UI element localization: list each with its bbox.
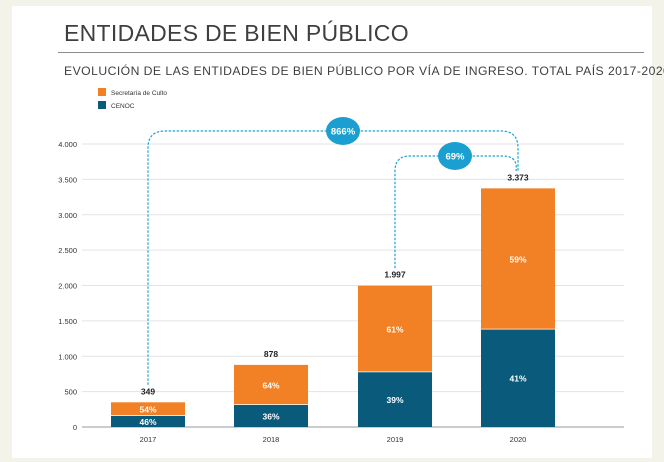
y-tick-label: 4.000 [58, 140, 77, 149]
pct-label-secretaria-2020: 59% [509, 254, 526, 264]
pct-label-cenoc-2017: 46% [139, 417, 156, 427]
pct-label-secretaria-2019: 61% [386, 324, 403, 334]
total-label-2020: 3.373 [507, 172, 529, 182]
growth-badge [438, 142, 472, 170]
report-page: ENTIDADES DE BIEN PÚBLICO EVOLUCIÓN DE L… [12, 6, 664, 458]
bar-cenoc-2020 [481, 329, 555, 427]
x-tick-label: 2018 [263, 435, 280, 444]
pct-label-cenoc-2019: 39% [386, 395, 403, 405]
growth-annotations: 866% 69% [147, 117, 519, 385]
bar-secretaria-2019 [358, 285, 432, 372]
bar-secretaria-2020 [481, 188, 555, 330]
y-tick-label: 1.500 [58, 317, 77, 326]
bar-secretaria-2017 [111, 402, 185, 416]
growth-badge-label: 866% [331, 127, 356, 138]
total-label-2018: 878 [264, 349, 278, 359]
bar-cenoc-2017 [111, 415, 185, 427]
pct-label-secretaria-2017: 54% [139, 404, 156, 414]
pct-label-cenoc-2020: 41% [509, 374, 526, 384]
growth-badge-label: 69% [445, 152, 465, 163]
pct-label-cenoc-2018: 36% [262, 411, 279, 421]
legend-swatch-cenoc [98, 101, 106, 109]
bar-secretaria-2018 [234, 364, 308, 405]
x-tick-label: 2017 [140, 435, 157, 444]
bar-cenoc-2019 [358, 371, 432, 427]
growth-connector-866 [147, 130, 519, 385]
x-tick-label: 2020 [510, 435, 527, 444]
bars [111, 188, 555, 427]
bar-cenoc-2018 [234, 404, 308, 427]
legend-label-cenoc: CENOC [111, 103, 135, 110]
growth-badge [326, 117, 360, 145]
y-tick-label: 3.000 [58, 211, 77, 220]
y-axis: 0 500 1.000 1.500 2.000 2.500 3.000 3.500 4.000 [58, 140, 77, 432]
y-tick-label: 1.000 [58, 352, 77, 361]
pct-label-secretaria-2018: 64% [262, 380, 279, 390]
data-labels: 46% 54% 349 36% 64% 878 39% 61% 1.997 41% 59% 3.373 [139, 172, 528, 426]
y-tick-label: 3.500 [58, 175, 77, 184]
y-tick-label: 2.000 [58, 282, 77, 291]
x-axis: 2017 2018 2019 2020 [140, 435, 527, 444]
title-divider [58, 52, 644, 53]
legend-label-secretaria: Secretaría de Culto [111, 90, 167, 97]
y-tick-label: 500 [64, 388, 77, 397]
total-label-2019: 1.997 [384, 270, 406, 280]
y-tick-label: 2.500 [58, 246, 77, 255]
y-tick-label: 0 [73, 423, 77, 432]
total-label-2017: 349 [141, 386, 155, 396]
legend-swatch-secretaria [98, 88, 106, 96]
page-title: ENTIDADES DE BIEN PÚBLICO [64, 20, 409, 46]
x-tick-label: 2019 [387, 435, 404, 444]
stacked-bar-chart: Secretaría de Culto CENOC 0 500 1.000 1.500 2… [58, 88, 624, 444]
legend: Secretaría de Culto CENOC [98, 88, 167, 110]
chart-subtitle: EVOLUCIÓN DE LAS ENTIDADES DE BIEN PÚBLI… [64, 64, 664, 78]
